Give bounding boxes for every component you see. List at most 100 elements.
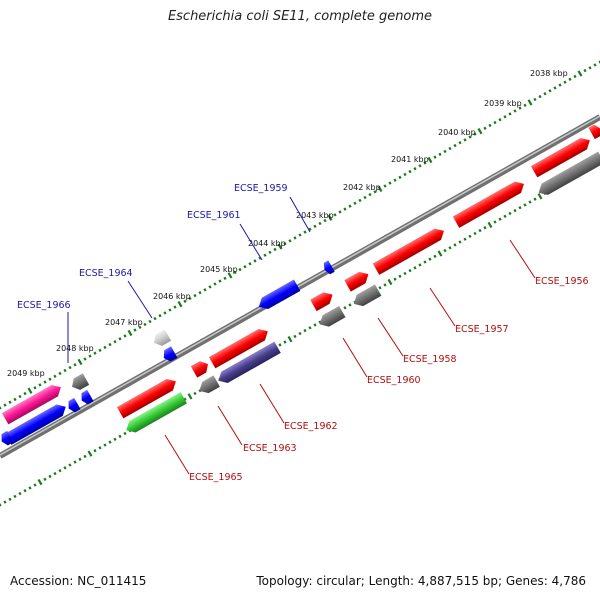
minor-tick [28, 486, 32, 490]
major-tick [277, 243, 283, 250]
major-tick [177, 301, 183, 308]
minor-tick [418, 164, 422, 168]
gene-label-ecse-1966: ECSE_1966 [17, 300, 71, 311]
gene-ecse-1957 [452, 181, 524, 228]
gene-label-ecse-1965: ECSE_1965 [189, 472, 243, 483]
minor-tick [598, 60, 600, 64]
minor-tick [508, 112, 512, 116]
minor-tick [428, 257, 432, 261]
minor-tick [53, 374, 57, 378]
minor-tick [483, 226, 487, 230]
gene-ecse-1965 [116, 379, 176, 419]
minor-tick [283, 340, 287, 344]
minor-tick [343, 207, 347, 211]
minor-tick [313, 323, 317, 327]
gene-ecse-1962 [208, 329, 268, 369]
minor-tick [13, 397, 17, 402]
minor-tick [473, 132, 477, 136]
minor-tick [528, 200, 532, 204]
minor-tick [78, 457, 82, 461]
minor-tick [588, 66, 592, 70]
minor-tick [273, 247, 277, 252]
gene-ecse-1966 [1, 385, 61, 425]
gene-ecse-1963b [190, 361, 208, 378]
minor-tick [498, 217, 502, 221]
major-tick [487, 221, 493, 229]
minor-tick [503, 115, 507, 119]
minor-tick [433, 254, 437, 258]
minor-tick [468, 135, 472, 139]
map-title: Escherichia coli SE11, complete genome [167, 9, 433, 24]
minor-tick [303, 230, 307, 234]
minor-tick [8, 400, 12, 404]
minor-tick [183, 397, 187, 401]
minor-tick [133, 328, 137, 332]
minor-tick [503, 214, 507, 218]
minor-tick [63, 466, 67, 470]
minor-tick [448, 146, 452, 151]
minor-tick [298, 233, 302, 237]
minor-tick [248, 262, 252, 266]
genome-backbone [0, 114, 600, 459]
minor-tick [403, 172, 407, 177]
minor-tick [393, 178, 397, 182]
gene-blue-small [81, 389, 94, 405]
gene-grey-4 [199, 375, 220, 394]
minor-tick [168, 308, 172, 312]
minor-tick [493, 120, 497, 125]
gene-ecse-1959 [323, 260, 335, 275]
gene-ecse-1955 [588, 124, 600, 140]
kbp-label: 2046 kbp [153, 292, 191, 301]
minor-tick [433, 155, 437, 159]
minor-tick [183, 299, 187, 303]
gene-blue-edge [1, 430, 14, 446]
minor-tick [423, 260, 427, 264]
major-tick [477, 128, 483, 135]
major-tick [287, 336, 293, 343]
minor-tick [83, 357, 87, 361]
minor-tick [123, 334, 127, 338]
major-tick [387, 278, 393, 286]
minor-tick [438, 152, 442, 156]
minor-tick [508, 211, 512, 216]
minor-tick [553, 86, 557, 90]
minor-tick [93, 351, 97, 355]
minor-tick [338, 210, 342, 214]
gene-label-ecse-1963: ECSE_1963 [243, 443, 297, 454]
kbp-label: 2045 kbp [200, 265, 238, 274]
minor-tick [13, 494, 17, 499]
minor-tick [83, 454, 87, 459]
minor-tick [123, 431, 127, 436]
minor-tick [413, 266, 417, 270]
gene-label-ecse-1962: ECSE_1962 [284, 421, 338, 432]
minor-tick [593, 63, 597, 67]
minor-tick [103, 443, 107, 447]
minor-tick [413, 167, 417, 171]
gene-label-ecse-1958: ECSE_1958 [403, 354, 457, 365]
minor-tick [463, 138, 467, 142]
minor-tick [113, 340, 117, 344]
outer-tick-track [0, 60, 600, 410]
major-tick [537, 193, 543, 200]
minor-tick [68, 463, 72, 467]
minor-tick [383, 184, 387, 188]
minor-tick [568, 77, 572, 81]
gene-blue-small-2 [68, 397, 81, 413]
minor-tick [18, 491, 22, 496]
minor-tick [443, 149, 447, 154]
minor-tick [268, 250, 272, 254]
kbp-labels: 2038 kbp 2039 kbp 2040 kbp 2041 kbp 2042… [7, 69, 568, 378]
gene-labels-bottom: ECSE_1956 ECSE_1957 ECSE_1958 ECSE_1960 … [164, 239, 589, 483]
major-tick [327, 214, 333, 221]
gene-grey-1 [538, 151, 600, 195]
minor-tick [408, 169, 412, 174]
minor-tick [243, 265, 247, 269]
kbp-label: 2047 kbp [105, 318, 143, 327]
minor-tick [93, 449, 97, 453]
minor-tick [343, 306, 347, 310]
minor-tick [188, 296, 192, 301]
minor-tick [23, 489, 27, 493]
gene-blocks [1, 124, 600, 446]
major-tick [27, 387, 33, 394]
